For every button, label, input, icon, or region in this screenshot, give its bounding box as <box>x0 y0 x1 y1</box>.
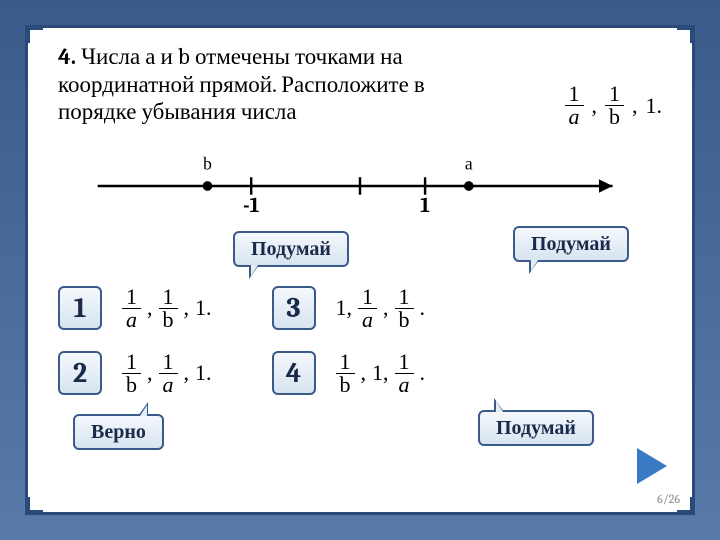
option-1-button[interactable]: 1 <box>58 286 102 330</box>
option-3-expression: 1, 1a , 1b . <box>336 286 426 331</box>
hint-think-3: Подумай <box>478 410 594 446</box>
hint-think-1: Подумай <box>233 231 349 267</box>
slide-frame: 4. Числа а и b отмечены точками на коорд… <box>25 25 695 515</box>
hint-think-2: Подумай <box>513 226 629 262</box>
question-expression: 1a , 1b , 1. <box>565 83 663 128</box>
page-number: 6/26 <box>657 492 680 506</box>
option-4-button[interactable]: 4 <box>272 351 316 395</box>
tick-one: 1 <box>420 194 430 218</box>
answer-options: 1 1a , 1b , 1. 3 1, 1a , 1b . <box>58 276 662 406</box>
option-2-button[interactable]: 2 <box>58 351 102 395</box>
option-4-expression: 1b , 1, 1a . <box>336 351 426 396</box>
hint-correct: Верно <box>73 414 164 450</box>
point-b-label: b <box>203 153 212 173</box>
option-2-expression: 1b , 1a , 1. <box>122 351 212 396</box>
next-arrow-icon[interactable] <box>637 448 667 484</box>
option-3-button[interactable]: 3 <box>272 286 316 330</box>
point-a-label: a <box>465 153 473 173</box>
option-1-expression: 1a , 1b , 1. <box>122 286 212 331</box>
tick-minus-one: -1 <box>243 194 260 218</box>
question-number: 4. <box>58 43 76 70</box>
number-line: b a -1 1 <box>88 151 632 221</box>
